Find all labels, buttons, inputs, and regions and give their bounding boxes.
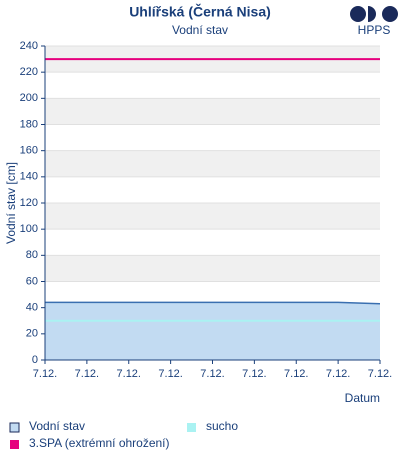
x-tick-label: 7.12.: [368, 368, 392, 380]
legend-swatch: [10, 440, 19, 449]
logo: [350, 6, 398, 22]
grid-band: [45, 98, 380, 125]
chart-subtitle: Vodní stav: [172, 23, 228, 37]
legend-label: 3.SPA (extrémní ohrožení): [29, 436, 170, 450]
y-tick-label: 80: [26, 249, 38, 261]
x-tick-label: 7.12.: [33, 368, 57, 380]
y-tick-label: 220: [20, 66, 38, 78]
x-tick-label: 7.12.: [242, 368, 266, 380]
legend-swatch: [187, 423, 196, 432]
x-tick-label: 7.12.: [158, 368, 182, 380]
logo-text: HPPS: [358, 23, 391, 37]
x-tick-label: 7.12.: [200, 368, 224, 380]
y-tick-label: 40: [26, 302, 38, 314]
y-tick-label: 60: [26, 275, 38, 287]
x-tick-label: 7.12.: [75, 368, 99, 380]
y-tick-label: 160: [20, 145, 38, 157]
x-tick-label: 7.12.: [117, 368, 141, 380]
legend-swatch: [9, 422, 20, 433]
line: [45, 301, 381, 305]
y-axis-label: Vodní stav [cm]: [4, 162, 18, 244]
y-tick-label: 0: [32, 354, 38, 366]
grid-band: [45, 255, 380, 282]
y-tick-label: 120: [20, 197, 38, 209]
y-tick-label: 140: [20, 171, 38, 183]
y-tick-label: 180: [20, 118, 38, 130]
x-tick-label: 7.12.: [326, 368, 350, 380]
y-tick-label: 20: [26, 328, 38, 340]
legend-label: Vodní stav: [29, 419, 85, 433]
y-tick-label: 100: [20, 223, 38, 235]
y-tick-label: 200: [20, 92, 38, 104]
area: [45, 302, 380, 360]
grid-band: [45, 203, 380, 230]
chart-title: Uhlířská (Černá Nisa): [129, 3, 271, 20]
x-tick-label: 7.12.: [284, 368, 308, 380]
x-axis-label: Datum: [345, 391, 380, 405]
legend-label: sucho: [206, 419, 238, 433]
grid-band: [45, 150, 380, 177]
y-tick-label: 240: [20, 40, 38, 52]
